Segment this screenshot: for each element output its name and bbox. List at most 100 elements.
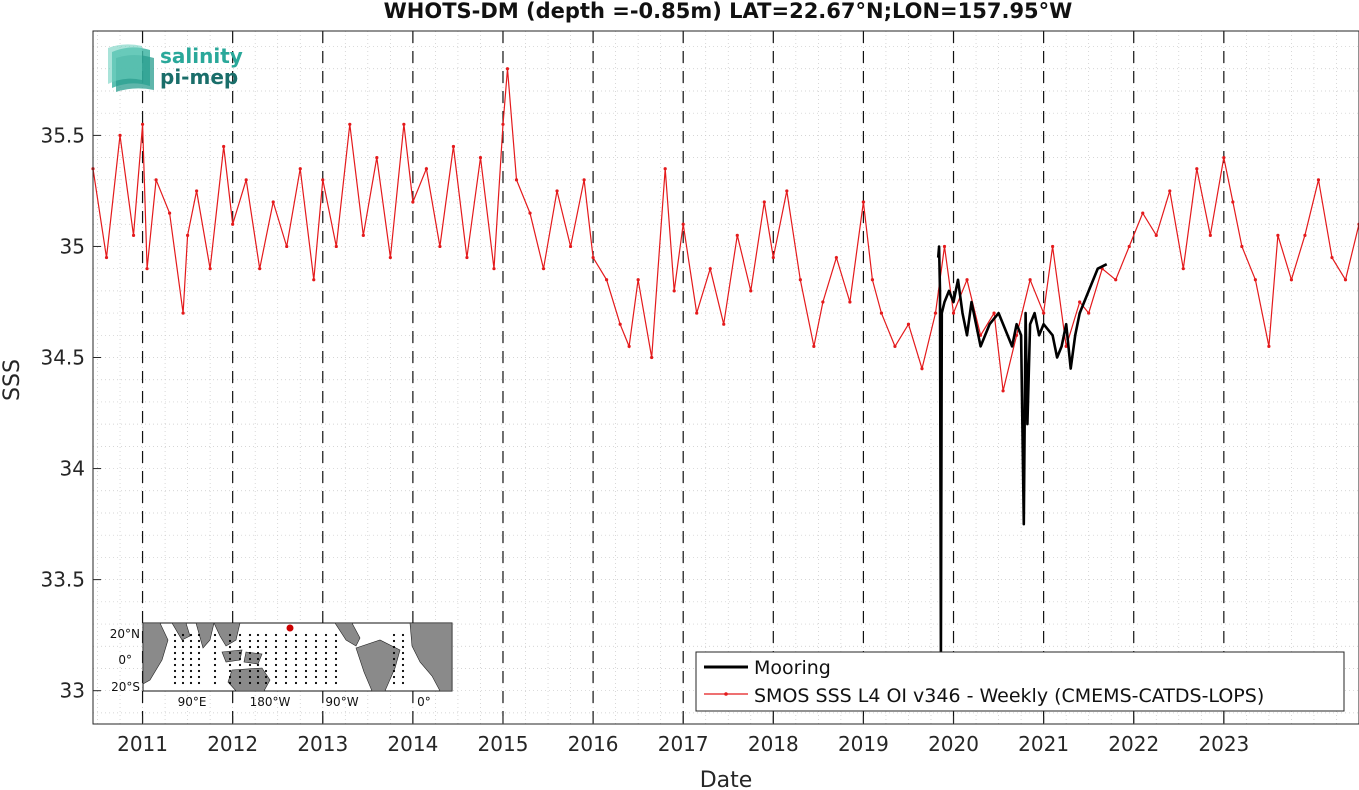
series-point-smos	[1127, 244, 1131, 249]
inset-station-dot	[401, 657, 405, 661]
inset-station-dot	[181, 681, 185, 685]
x-tick-label: 2019	[838, 732, 889, 756]
inset-station-dot	[294, 645, 298, 649]
inset-station-dot	[181, 645, 185, 649]
series-point-smos	[735, 233, 739, 237]
x-tick-label: 2018	[748, 732, 799, 756]
legend-box	[695, 651, 1345, 712]
inset-station-dot	[294, 681, 298, 685]
series-point-smos	[1051, 244, 1055, 249]
series-point-smos	[1064, 344, 1068, 349]
inset-station-dot	[274, 663, 278, 667]
inset-station-dot	[274, 669, 278, 673]
inset-station-dot	[189, 681, 193, 685]
inset-station-dot	[213, 663, 217, 667]
inset-station-dot	[294, 675, 298, 679]
plot-frame	[92, 30, 1359, 725]
series-point-smos	[965, 278, 969, 282]
inset-station-dot	[228, 651, 232, 655]
series-point-smos	[140, 122, 145, 126]
inset-station-dot	[284, 669, 288, 673]
inset-station-dot	[197, 681, 201, 685]
year-dashed-lines	[141, 31, 1225, 724]
chart-title: WHOTS-DM (depth =-0.85m) LAT=22.67°N;LON…	[384, 0, 1073, 23]
series-point-smos	[798, 278, 802, 282]
series-point-smos	[244, 178, 248, 182]
series-point-smos	[762, 200, 766, 204]
series-point-smos	[605, 278, 609, 282]
inset-station-dot	[334, 639, 338, 643]
series-point-smos	[231, 222, 235, 226]
inset-station-dot	[256, 639, 260, 643]
inset-station-dot	[294, 651, 298, 655]
inset-station-dot	[256, 663, 260, 667]
inset-station-dot	[181, 657, 185, 661]
series-point-smos	[749, 289, 753, 293]
inset-station-dot	[213, 651, 217, 655]
series-point-smos	[834, 255, 838, 260]
inset-station-dot	[314, 651, 318, 655]
series-point-smos	[514, 178, 519, 182]
inset-station-dot	[304, 639, 308, 643]
inset-station-dot	[213, 669, 217, 673]
inset-station-dot	[264, 639, 268, 643]
series-point-smos	[879, 311, 884, 315]
inset-station-dot	[228, 645, 232, 649]
series-point-smos	[388, 255, 392, 260]
series-point-smos	[627, 344, 631, 349]
legend-swatch-smos-marker	[724, 692, 728, 696]
inset-station-dot	[264, 657, 268, 661]
inset-station-dot	[264, 645, 268, 649]
inset-station-dot	[197, 675, 201, 679]
inset-station-dot	[324, 663, 328, 667]
series-point-smos	[375, 156, 379, 160]
series-point-smos	[348, 122, 352, 126]
inset-station-dot	[294, 639, 298, 643]
series-layer	[91, 67, 1359, 659]
inset-station-dot	[314, 645, 318, 649]
series-point-smos	[145, 267, 149, 271]
inset-station-dot	[228, 675, 232, 679]
series-point-smos	[568, 244, 573, 249]
inset-station-dot	[294, 663, 298, 667]
inset-station-dot	[213, 657, 217, 661]
inset-station-dot	[238, 645, 242, 649]
inset-station-dot	[264, 669, 268, 673]
inset-station-dot	[392, 669, 396, 673]
x-tick-label: 2022	[1108, 732, 1159, 756]
inset-station-dot	[284, 651, 288, 655]
inset-station-dot	[173, 663, 177, 667]
series-point-smos	[722, 322, 726, 326]
inset-station-dot	[274, 651, 278, 655]
series-point-smos	[1078, 300, 1082, 304]
x-tick-label: 2012	[207, 732, 258, 756]
inset-station-dot	[173, 645, 177, 649]
series-point-smos	[131, 233, 136, 237]
inset-station-dot	[173, 651, 177, 655]
series-point-smos	[618, 322, 622, 326]
series-point-smos	[1001, 389, 1005, 393]
series-point-smos	[1114, 278, 1118, 282]
series-point-smos	[555, 189, 559, 193]
inset-station-dot	[314, 663, 318, 667]
inset-station-dot	[213, 645, 217, 649]
inset-station-dot	[197, 645, 201, 649]
inset-station-dot	[304, 645, 308, 649]
inset-station-dot	[197, 639, 201, 643]
y-tick-label: 35	[60, 234, 85, 258]
logo-line2: pi-mep	[160, 65, 238, 89]
series-point-smos	[650, 355, 654, 360]
series-point-smos	[1343, 278, 1348, 282]
inset-station-dot	[238, 675, 242, 679]
inset-station-dot	[304, 657, 308, 661]
inset-map: 20°N 0° 20°S 90°E 180°W 90°W 0°	[110, 622, 453, 709]
inset-station-dot	[401, 651, 405, 655]
series-point-smos	[1222, 156, 1226, 160]
series-point-smos	[167, 211, 172, 215]
series-point-smos	[695, 311, 699, 315]
series-point-smos	[492, 267, 496, 271]
series-point-smos	[438, 244, 442, 249]
inset-station-dot	[284, 633, 288, 637]
inset-station-dot	[334, 657, 338, 661]
